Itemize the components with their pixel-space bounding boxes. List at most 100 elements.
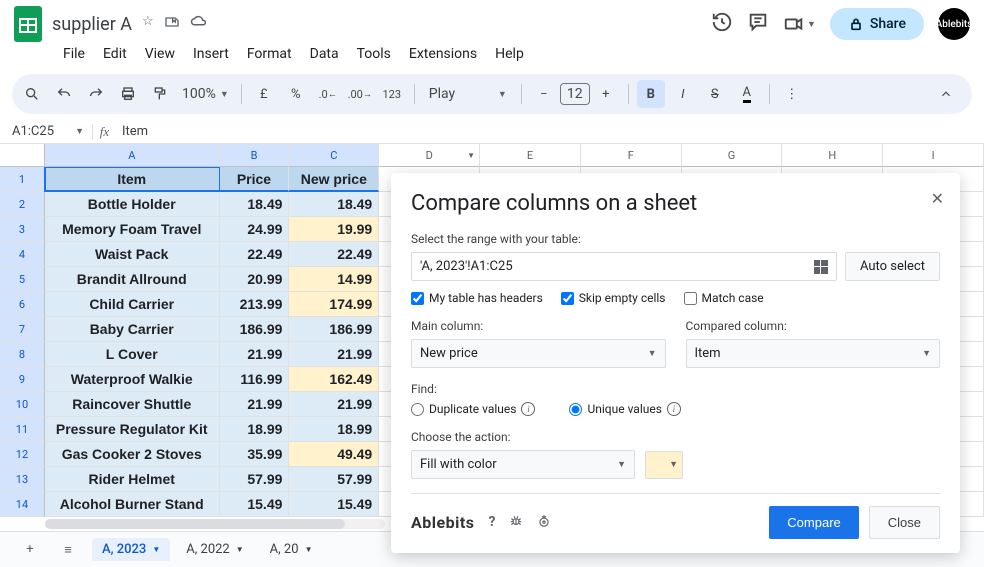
comments-icon[interactable] (747, 11, 769, 37)
menu-format[interactable]: Format (240, 44, 299, 64)
cell[interactable]: 186.99 (289, 317, 379, 342)
column-header[interactable]: B (220, 144, 290, 167)
row-header[interactable]: 7 (0, 317, 45, 342)
collapse-toolbar-icon[interactable] (932, 80, 960, 108)
column-header[interactable]: E (480, 144, 581, 167)
cell[interactable]: Baby Carrier (45, 317, 220, 342)
search-icon[interactable] (18, 80, 46, 108)
share-button[interactable]: Share (830, 8, 924, 40)
column-header[interactable]: A (45, 144, 220, 167)
cell[interactable]: 35.99 (220, 442, 290, 467)
row-header[interactable]: 2 (0, 192, 45, 217)
cell[interactable]: 20.99 (220, 267, 290, 292)
match-case-checkbox[interactable]: Match case (684, 291, 764, 305)
cell[interactable]: 174.99 (289, 292, 379, 317)
row-header[interactable]: 10 (0, 392, 45, 417)
row-header[interactable]: 9 (0, 367, 45, 392)
font-select[interactable]: Play▼ (423, 86, 513, 102)
name-box[interactable]: A1:C25▼ (0, 124, 92, 139)
column-header[interactable]: F (581, 144, 682, 167)
select-range-icon[interactable] (814, 260, 828, 274)
cell[interactable]: 21.99 (289, 392, 379, 417)
row-header[interactable]: 1 (0, 167, 45, 192)
menu-tools[interactable]: Tools (350, 44, 398, 64)
cell[interactable]: Pressure Regulator Kit (45, 417, 220, 442)
cell[interactable]: 15.49 (220, 492, 290, 517)
range-input[interactable]: 'A, 2023'!A1:C25 (411, 252, 837, 281)
select-all-corner[interactable] (0, 144, 45, 167)
print-icon[interactable] (114, 80, 142, 108)
bold-button[interactable]: B (637, 80, 665, 108)
cell[interactable]: Alcohol Burner Stand (45, 492, 220, 517)
doc-title[interactable]: supplier A (52, 14, 132, 35)
cell[interactable]: 18.99 (220, 417, 290, 442)
privacy-icon[interactable] (537, 514, 551, 532)
text-color-button[interactable]: A (733, 80, 761, 108)
cell[interactable]: Gas Cooker 2 Stoves (45, 442, 220, 467)
cell[interactable]: 24.99 (220, 217, 290, 242)
cell[interactable]: 21.99 (289, 342, 379, 367)
cell[interactable]: 18.49 (289, 192, 379, 217)
font-size-input[interactable]: 12 (560, 83, 590, 105)
zoom-select[interactable]: 100%▼ (178, 86, 233, 102)
cell[interactable]: 21.99 (220, 392, 290, 417)
cell[interactable]: 213.99 (220, 292, 290, 317)
more-icon[interactable]: ⋮ (778, 80, 806, 108)
unique-radio[interactable]: Unique valuesi (569, 402, 680, 416)
row-header[interactable]: 14 (0, 492, 45, 517)
compared-column-select[interactable]: Item▼ (686, 339, 941, 368)
cell[interactable]: 18.49 (220, 192, 290, 217)
column-header[interactable]: I (883, 144, 984, 167)
column-header[interactable]: H (782, 144, 883, 167)
cell[interactable]: 15.49 (289, 492, 379, 517)
row-header[interactable]: 4 (0, 242, 45, 267)
menu-help[interactable]: Help (488, 44, 531, 64)
table-header-cell[interactable]: Price (220, 167, 290, 192)
close-icon[interactable]: ✕ (931, 189, 944, 208)
menu-data[interactable]: Data (303, 44, 346, 64)
info-icon[interactable]: i (667, 402, 681, 416)
cell[interactable]: 49.49 (289, 442, 379, 467)
cell[interactable]: 14.99 (289, 267, 379, 292)
cell[interactable]: 162.49 (289, 367, 379, 392)
account-avatar[interactable]: Ablebits (938, 8, 970, 40)
history-icon[interactable] (711, 11, 733, 37)
auto-select-button[interactable]: Auto select (845, 252, 940, 281)
sheet-tab[interactable]: A, 20▼ (260, 538, 323, 561)
cell[interactable]: Child Carrier (45, 292, 220, 317)
column-header[interactable]: D▼ (379, 144, 480, 167)
cell[interactable]: 21.99 (220, 342, 290, 367)
sheets-app-icon[interactable] (14, 6, 42, 42)
undo-icon[interactable] (50, 80, 78, 108)
action-select[interactable]: Fill with color▼ (411, 450, 635, 479)
cell[interactable]: Brandit Allround (45, 267, 220, 292)
cell[interactable]: Memory Foam Travel (45, 217, 220, 242)
cell[interactable]: 57.99 (289, 467, 379, 492)
meet-icon[interactable]: ▼ (783, 13, 816, 35)
compare-button[interactable]: Compare (769, 506, 858, 539)
menu-file[interactable]: File (56, 44, 92, 64)
sheet-tab[interactable]: A, 2022▼ (176, 538, 253, 561)
duplicate-radio[interactable]: Duplicate valuesi (411, 402, 535, 416)
more-formats-icon[interactable]: 123 (378, 80, 406, 108)
cell[interactable]: 186.99 (220, 317, 290, 342)
menu-edit[interactable]: Edit (96, 44, 134, 64)
color-swatch[interactable]: ▼ (645, 451, 683, 479)
row-header[interactable]: 8 (0, 342, 45, 367)
cell[interactable]: 116.99 (220, 367, 290, 392)
redo-icon[interactable] (82, 80, 110, 108)
sheet-tab[interactable]: A, 2023▼ (92, 538, 170, 561)
table-header-cell[interactable]: Item (45, 167, 220, 192)
paint-format-icon[interactable] (146, 80, 174, 108)
bug-icon[interactable] (509, 514, 523, 532)
decrease-decimal-icon[interactable]: .0← (314, 80, 342, 108)
move-icon[interactable] (164, 14, 180, 34)
cloud-icon[interactable] (190, 14, 208, 34)
info-icon[interactable]: i (521, 402, 535, 416)
cell[interactable]: Waterproof Walkie (45, 367, 220, 392)
strike-button[interactable]: S (701, 80, 729, 108)
cell[interactable]: 22.49 (220, 242, 290, 267)
column-header[interactable]: G (682, 144, 783, 167)
close-button[interactable]: Close (869, 506, 940, 539)
decrease-font-icon[interactable]: − (530, 80, 558, 108)
